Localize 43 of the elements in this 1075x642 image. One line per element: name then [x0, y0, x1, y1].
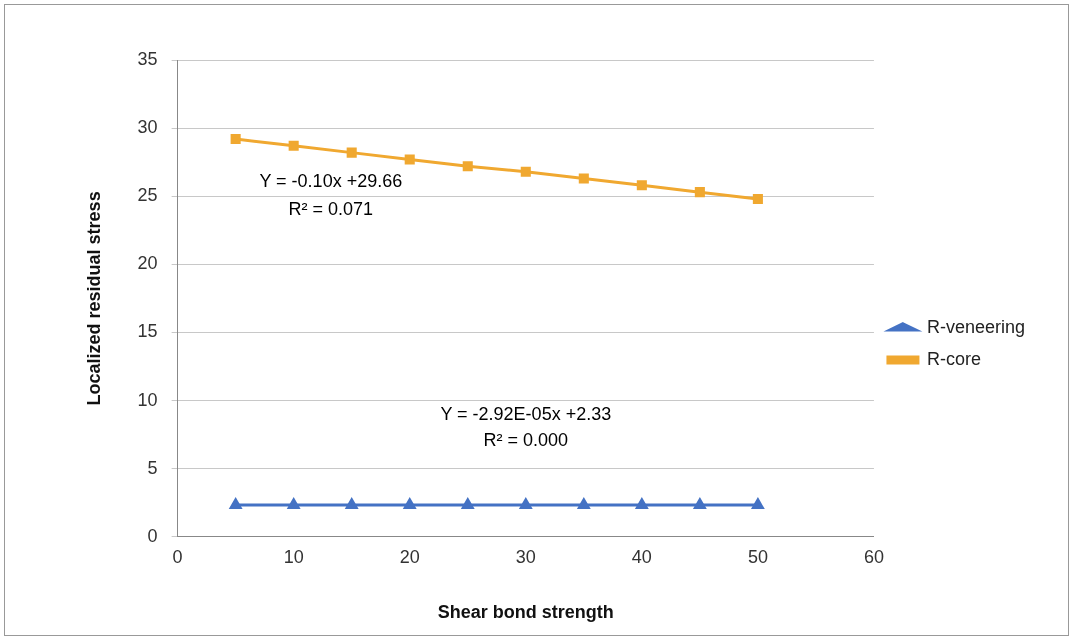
y-tick-label: 0	[147, 525, 158, 546]
x-tick-label: 0	[172, 546, 183, 567]
y-tick-label: 5	[147, 457, 158, 478]
annotation: Y = -2.92E-05x +2.33	[440, 404, 612, 425]
point	[694, 498, 706, 510]
point	[404, 154, 415, 165]
annotation: Y = -0.10x +29.66	[259, 170, 403, 191]
point	[230, 133, 241, 145]
x-tick-label: 30	[515, 546, 536, 567]
point	[346, 147, 357, 158]
point	[461, 498, 474, 510]
point	[636, 180, 647, 191]
y-tick-label: 20	[137, 253, 158, 274]
x-axis-title: Shear bond strength	[437, 602, 614, 623]
point	[520, 166, 531, 177]
annotation: R² = 0.000	[483, 430, 569, 451]
point	[287, 498, 300, 510]
point	[578, 173, 589, 184]
annotation: R² = 0.071	[288, 199, 374, 220]
point	[694, 187, 705, 198]
y-tick-label: 10	[137, 389, 158, 410]
point	[577, 498, 590, 510]
point	[288, 140, 299, 151]
point	[519, 498, 532, 510]
point	[345, 498, 358, 510]
x-tick-label: 20	[399, 546, 420, 567]
x-tick-label: 40	[631, 546, 652, 567]
x-tick-label: 10	[283, 546, 304, 567]
x-tick-label: 60	[863, 546, 884, 567]
y-tick-label: 15	[137, 321, 158, 342]
y-tick-label: 25	[137, 185, 158, 206]
x-tick-label: 50	[747, 546, 768, 567]
point	[636, 498, 648, 510]
y-axis-title: Localized residual stress	[83, 191, 104, 406]
point	[752, 498, 764, 510]
y-tick-label: 35	[137, 48, 158, 69]
legend-label: R-core	[926, 348, 981, 369]
y-tick-label: 30	[137, 117, 158, 138]
point	[462, 161, 473, 172]
point	[403, 498, 416, 510]
point	[229, 498, 242, 510]
point	[752, 193, 763, 204]
legend-label: R-veneering	[926, 316, 1026, 337]
